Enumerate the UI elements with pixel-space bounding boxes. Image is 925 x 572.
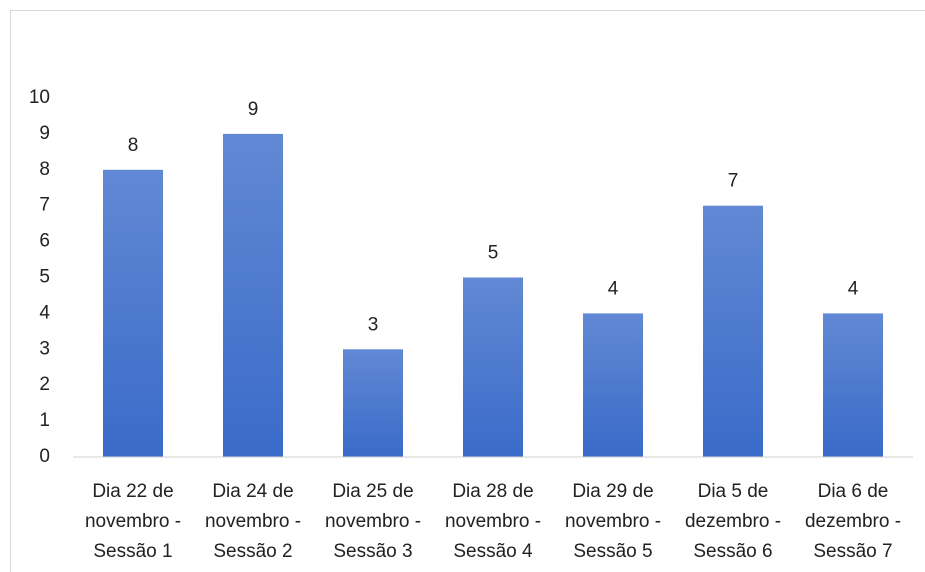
data-label: 3	[368, 314, 379, 335]
x-tick-label: Dia 29 de novembro - Sessão 5	[564, 481, 662, 562]
bar	[343, 349, 403, 457]
bar	[463, 277, 523, 457]
chart-frame	[10, 10, 925, 572]
data-label: 5	[488, 243, 499, 264]
y-tick-label: 5	[39, 267, 50, 288]
y-tick-label: 2	[39, 374, 50, 395]
data-label: 9	[248, 99, 259, 120]
y-tick-label: 6	[39, 231, 50, 252]
x-tick-label: Dia 6 de dezembro - Sessão 7	[804, 481, 902, 562]
x-tick-label: Dia 25 de novembro - Sessão 3	[324, 481, 422, 562]
bar	[223, 133, 283, 457]
data-label: 4	[608, 278, 619, 299]
bar	[703, 205, 763, 457]
data-label: 7	[728, 171, 739, 192]
data-label: 4	[848, 278, 859, 299]
y-tick-label: 8	[39, 159, 50, 180]
x-tick-label: Dia 28 de novembro - Sessão 4	[444, 481, 542, 562]
bar	[583, 313, 643, 457]
x-tick-label: Dia 22 de novembro - Sessão 1	[84, 481, 182, 562]
bar	[103, 169, 163, 458]
bar	[823, 313, 883, 457]
y-tick-label: 1	[39, 410, 50, 431]
data-label: 8	[128, 135, 139, 156]
x-tick-label: Dia 24 de novembro - Sessão 2	[204, 481, 302, 562]
x-tick-label: Dia 5 de dezembro - Sessão 6	[684, 481, 782, 562]
y-tick-label: 9	[39, 123, 50, 144]
y-tick-label: 3	[39, 338, 50, 359]
y-tick-label: 4	[39, 302, 50, 323]
y-tick-label: 10	[29, 87, 50, 108]
y-tick-label: 0	[39, 446, 50, 467]
y-tick-label: 7	[39, 195, 50, 216]
